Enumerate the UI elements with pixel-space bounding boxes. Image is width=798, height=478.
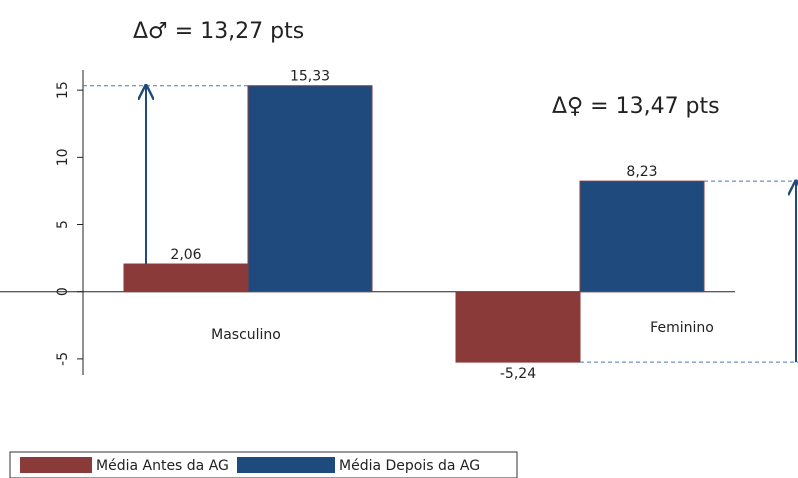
legend-swatch	[20, 457, 92, 473]
y-tick-label: 10	[55, 148, 71, 166]
legend-label: Média Antes da AG	[96, 458, 229, 474]
y-tick-label: -5	[55, 352, 71, 366]
annotation: Δ♂ = 13,27 pts	[133, 19, 304, 44]
x-tick-label: Masculino	[211, 327, 281, 343]
bar	[579, 180, 705, 293]
legend-box	[9, 451, 518, 478]
value-label: 8,23	[626, 164, 657, 180]
y-tick-label: 0	[55, 287, 71, 296]
y-tick-label: 5	[55, 220, 71, 229]
value-label: 15,33	[290, 69, 330, 85]
legend-label: Média Depois da AG	[339, 458, 480, 474]
y-tick-label: 15	[55, 81, 71, 99]
bar	[455, 291, 581, 363]
x-tick-label: Feminino	[650, 320, 714, 336]
value-label: -5,24	[500, 366, 536, 382]
legend-swatch	[237, 457, 335, 473]
value-label: 2,06	[170, 247, 201, 263]
bar	[123, 263, 249, 293]
annotation: Δ♀ = 13,47 pts	[552, 94, 720, 119]
bar	[247, 85, 373, 293]
